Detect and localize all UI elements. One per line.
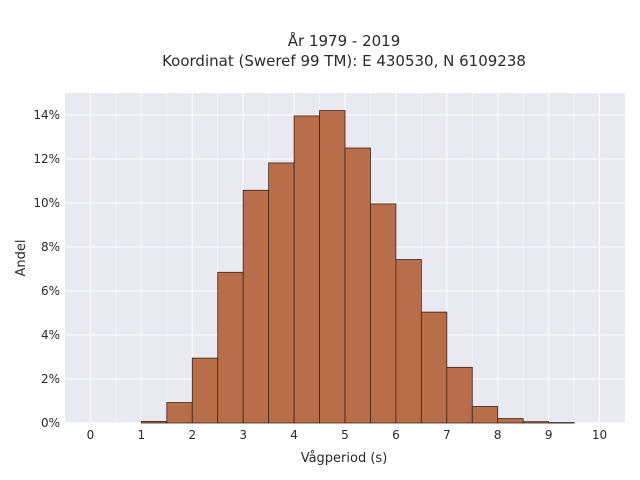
chart-title-line1: År 1979 - 2019	[288, 31, 401, 50]
histogram-bar	[319, 110, 346, 424]
histogram-bar	[548, 422, 575, 424]
histogram-bar	[497, 418, 524, 424]
x-tick-label: 6	[392, 428, 400, 442]
histogram-bar	[522, 421, 550, 424]
x-axis-label: Vågperiod (s)	[301, 451, 388, 466]
x-tick-label: 1	[138, 428, 146, 442]
histogram-bar	[268, 162, 295, 424]
histogram-bar	[395, 259, 422, 424]
histogram-bar	[242, 189, 270, 424]
x-tick-label: 9	[545, 428, 553, 442]
x-tick-label: 0	[87, 428, 95, 442]
y-tick-label: 8%	[41, 240, 60, 254]
x-tick-label: 8	[494, 428, 502, 442]
x-tick-label: 2	[188, 428, 196, 442]
x-axis-ticks: 0 1 2 3 4 5 6 7 8 9 10	[87, 428, 608, 442]
histogram-bar	[140, 421, 168, 424]
x-tick-label: 5	[341, 428, 349, 442]
y-tick-label: 6%	[41, 284, 60, 298]
histogram-bar	[344, 147, 371, 424]
x-tick-label: 7	[443, 428, 451, 442]
histogram-bar	[420, 311, 448, 424]
chart-title-line2: Koordinat (Sweref 99 TM): E 430530, N 61…	[162, 52, 526, 70]
y-tick-label: 10%	[33, 196, 60, 210]
y-tick-label: 0%	[41, 416, 60, 430]
histogram-bar	[217, 271, 244, 424]
histogram-bar	[446, 366, 473, 424]
x-tick-label: 3	[239, 428, 247, 442]
histogram-bar	[191, 357, 219, 424]
y-axis-label: Andel	[14, 240, 29, 277]
x-tick-label: 10	[592, 428, 607, 442]
bars	[140, 110, 575, 424]
histogram-bar	[471, 406, 499, 424]
y-axis-ticks: 0% 2% 4% 6% 8% 10% 12% 14%	[33, 108, 60, 430]
y-tick-label: 2%	[41, 372, 60, 386]
y-tick-label: 12%	[33, 152, 60, 166]
histogram-bar	[166, 402, 193, 424]
y-tick-label: 4%	[41, 328, 60, 342]
histogram-bar	[370, 203, 397, 424]
histogram-bar	[293, 115, 320, 424]
y-tick-label: 14%	[33, 108, 60, 122]
x-tick-label: 4	[290, 428, 298, 442]
